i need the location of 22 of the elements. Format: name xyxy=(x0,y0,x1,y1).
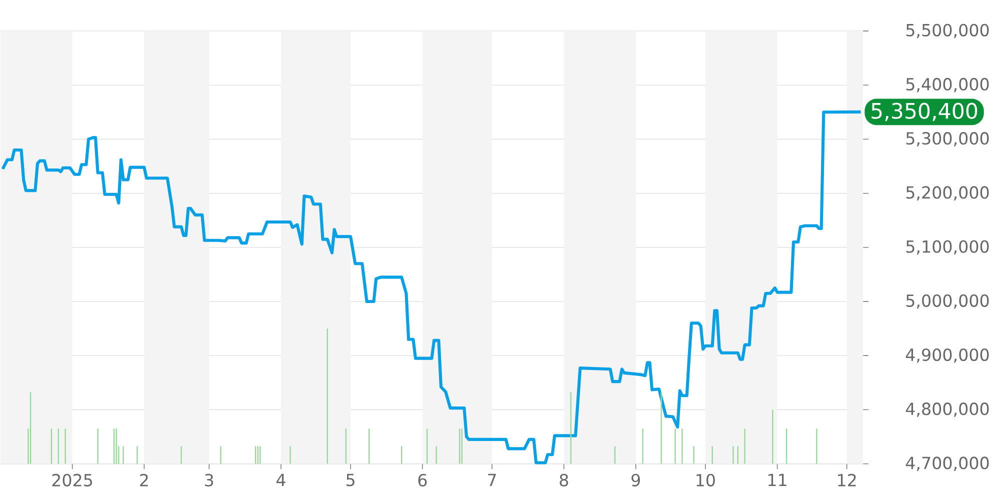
x-tick-label: 12 xyxy=(838,474,856,486)
x-tick-label: 4 xyxy=(276,474,286,486)
y-tick-label: 5,300,000 xyxy=(906,132,989,146)
y-tick-label: 4,800,000 xyxy=(906,402,989,417)
y-tick-label: 5,500,000 xyxy=(906,24,989,38)
x-tick-label: 3 xyxy=(205,474,214,487)
x-tick-label: 6 xyxy=(418,474,427,487)
x-tick-label: 11 xyxy=(768,474,786,486)
y-tick-label: 5,100,000 xyxy=(906,240,989,255)
y-tick-label: 5,200,000 xyxy=(906,186,989,201)
x-tick-label: 5 xyxy=(346,474,354,486)
y-tick-label: 5,000,000 xyxy=(906,294,989,309)
x-tick-label: 9 xyxy=(632,474,640,487)
annotation: 5,350,400 xyxy=(872,102,978,122)
x-tick-label: 2 xyxy=(140,474,148,486)
x-tick-label: 10 xyxy=(696,474,715,487)
y-tick-label: 4,900,000 xyxy=(906,348,989,363)
x-tick-label: 2025 xyxy=(52,474,92,487)
y-tick-label: 4,700,000 xyxy=(906,456,989,472)
x-tick-label: 7 xyxy=(488,474,496,486)
y-tick-label: 5,400,000 xyxy=(906,78,989,92)
x-tick-label: 8 xyxy=(560,474,568,487)
